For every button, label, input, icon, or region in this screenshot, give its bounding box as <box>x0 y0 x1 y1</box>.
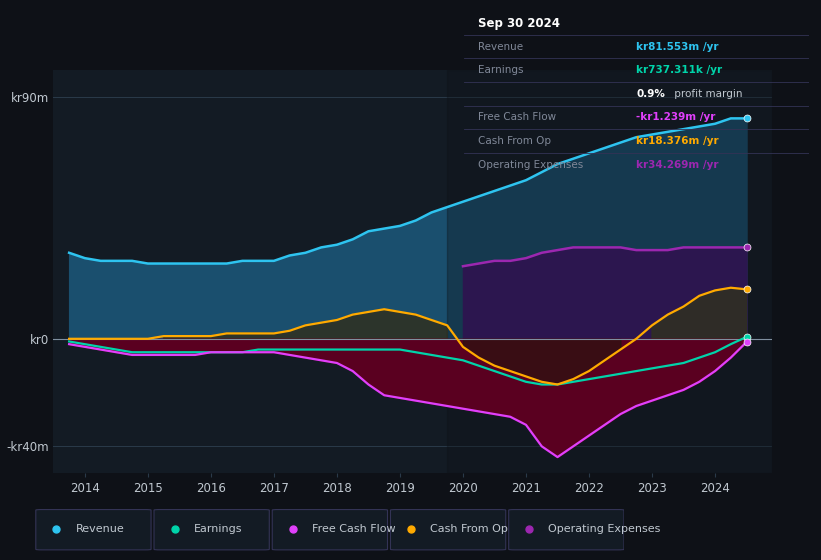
Text: Earnings: Earnings <box>478 65 523 75</box>
FancyBboxPatch shape <box>36 510 151 550</box>
Text: kr737.311k /yr: kr737.311k /yr <box>636 65 722 75</box>
FancyBboxPatch shape <box>273 510 388 550</box>
Text: Free Cash Flow: Free Cash Flow <box>478 113 556 123</box>
Text: kr34.269m /yr: kr34.269m /yr <box>636 160 718 170</box>
Text: Cash From Op: Cash From Op <box>478 136 551 146</box>
Text: kr81.553m /yr: kr81.553m /yr <box>636 41 718 52</box>
Text: 0.9%: 0.9% <box>636 89 665 99</box>
Text: kr18.376m /yr: kr18.376m /yr <box>636 136 719 146</box>
FancyBboxPatch shape <box>509 510 624 550</box>
Text: Sep 30 2024: Sep 30 2024 <box>478 16 560 30</box>
Text: Revenue: Revenue <box>478 41 523 52</box>
Text: -kr1.239m /yr: -kr1.239m /yr <box>636 113 716 123</box>
Text: profit margin: profit margin <box>671 89 742 99</box>
Text: Cash From Op: Cash From Op <box>430 524 508 534</box>
Text: Earnings: Earnings <box>194 524 242 534</box>
Text: Operating Expenses: Operating Expenses <box>478 160 583 170</box>
Text: Operating Expenses: Operating Expenses <box>548 524 661 534</box>
Text: Free Cash Flow: Free Cash Flow <box>312 524 396 534</box>
Bar <box>447 70 772 473</box>
Text: Revenue: Revenue <box>76 524 124 534</box>
FancyBboxPatch shape <box>154 510 269 550</box>
FancyBboxPatch shape <box>391 510 506 550</box>
